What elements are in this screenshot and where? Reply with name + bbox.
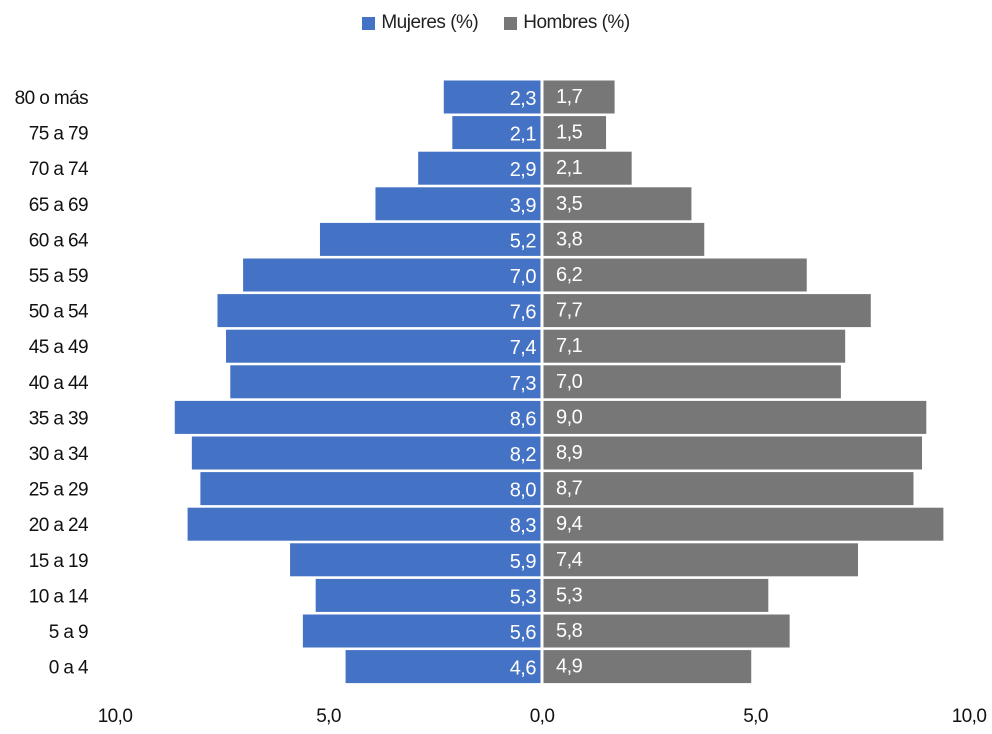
bar-hombres bbox=[542, 614, 790, 648]
data-label-mujeres: 5,6 bbox=[510, 622, 537, 644]
bar-mujeres bbox=[230, 365, 543, 399]
bar-hombres bbox=[542, 507, 944, 541]
data-label-mujeres: 7,0 bbox=[510, 266, 537, 288]
category-label: 65 a 69 bbox=[29, 195, 88, 216]
category-label: 35 a 39 bbox=[29, 408, 88, 429]
x-tick-label: 10,0 bbox=[98, 706, 133, 727]
legend-label-mujeres: Mujeres (%) bbox=[381, 12, 479, 33]
bar-hombres bbox=[542, 187, 692, 221]
data-label-mujeres: 8,2 bbox=[510, 444, 537, 466]
legend-item-mujeres: Mujeres (%) bbox=[362, 12, 479, 34]
data-label-mujeres: 7,6 bbox=[510, 302, 537, 324]
data-label-hombres: 5,8 bbox=[556, 620, 583, 642]
data-label-hombres: 6,2 bbox=[556, 264, 583, 286]
data-label-hombres: 1,7 bbox=[556, 86, 583, 108]
data-label-hombres: 7,7 bbox=[556, 300, 583, 322]
category-label: 60 a 64 bbox=[29, 230, 89, 251]
data-label-mujeres: 4,6 bbox=[510, 658, 537, 680]
x-tick-label: 0,0 bbox=[530, 706, 555, 727]
bar-mujeres bbox=[191, 436, 543, 470]
data-label-mujeres: 5,2 bbox=[510, 230, 537, 252]
bar-hombres bbox=[542, 329, 846, 363]
bar-mujeres bbox=[174, 400, 542, 434]
legend-swatch-hombres bbox=[504, 16, 518, 30]
bar-hombres bbox=[542, 365, 841, 399]
bar-hombres bbox=[542, 436, 923, 470]
bar-hombres bbox=[542, 400, 927, 434]
category-label: 45 a 49 bbox=[29, 337, 88, 358]
bar-hombres bbox=[542, 222, 705, 256]
data-label-mujeres: 8,6 bbox=[510, 408, 537, 430]
bar-mujeres bbox=[443, 80, 542, 114]
bar-hombres bbox=[542, 151, 632, 185]
chart-legend: Mujeres (%) Hombres (%) bbox=[0, 12, 992, 34]
bar-mujeres bbox=[452, 116, 542, 150]
bar-mujeres bbox=[315, 578, 542, 612]
category-label: 30 a 34 bbox=[29, 444, 89, 465]
category-label: 40 a 44 bbox=[29, 373, 89, 394]
category-label: 0 a 4 bbox=[49, 658, 89, 679]
category-label: 55 a 59 bbox=[29, 266, 88, 287]
bar-hombres bbox=[542, 578, 769, 612]
data-label-hombres: 7,1 bbox=[556, 335, 583, 357]
bar-mujeres bbox=[302, 614, 542, 648]
bar-mujeres bbox=[345, 650, 542, 684]
data-label-mujeres: 5,3 bbox=[510, 586, 537, 608]
legend-label-hombres: Hombres (%) bbox=[523, 12, 630, 33]
data-label-hombres: 8,9 bbox=[556, 442, 583, 464]
category-label: 20 a 24 bbox=[29, 515, 89, 536]
x-tick-label: 5,0 bbox=[743, 706, 768, 727]
category-label: 75 a 79 bbox=[29, 124, 88, 145]
data-label-mujeres: 7,3 bbox=[510, 373, 537, 395]
category-label: 25 a 29 bbox=[29, 480, 88, 501]
data-label-hombres: 5,3 bbox=[556, 584, 583, 606]
data-label-mujeres: 2,9 bbox=[510, 159, 537, 181]
bar-mujeres bbox=[200, 472, 542, 506]
bar-hombres bbox=[542, 116, 607, 150]
bar-mujeres bbox=[375, 187, 542, 221]
data-label-hombres: 7,4 bbox=[556, 549, 583, 571]
bar-mujeres bbox=[319, 222, 542, 256]
category-label: 15 a 19 bbox=[29, 551, 88, 572]
data-label-mujeres: 7,4 bbox=[510, 337, 537, 359]
bar-mujeres bbox=[226, 329, 542, 363]
category-label: 10 a 14 bbox=[29, 586, 89, 607]
bar-mujeres bbox=[243, 258, 542, 292]
data-label-hombres: 9,4 bbox=[556, 513, 583, 535]
data-label-hombres: 1,5 bbox=[556, 122, 583, 144]
data-label-hombres: 9,0 bbox=[556, 406, 583, 428]
bar-hombres bbox=[542, 543, 858, 577]
data-label-hombres: 8,7 bbox=[556, 478, 583, 500]
bar-hombres bbox=[542, 258, 807, 292]
bar-mujeres bbox=[187, 507, 542, 541]
category-label: 70 a 74 bbox=[29, 159, 89, 180]
bar-hombres bbox=[542, 472, 914, 506]
bar-mujeres bbox=[217, 294, 543, 328]
bar-mujeres bbox=[418, 151, 542, 185]
data-label-mujeres: 8,0 bbox=[510, 480, 537, 502]
data-label-hombres: 3,8 bbox=[556, 228, 583, 250]
x-tick-label: 5,0 bbox=[316, 706, 341, 727]
legend-swatch-mujeres bbox=[362, 16, 376, 30]
bar-mujeres bbox=[290, 543, 542, 577]
bar-hombres bbox=[542, 80, 615, 114]
legend-item-hombres: Hombres (%) bbox=[504, 12, 630, 34]
data-label-hombres: 2,1 bbox=[556, 157, 583, 179]
data-label-mujeres: 8,3 bbox=[510, 515, 537, 537]
data-label-hombres: 7,0 bbox=[556, 371, 583, 393]
bar-hombres bbox=[542, 650, 752, 684]
category-label: 80 o más bbox=[15, 88, 88, 109]
data-label-hombres: 4,9 bbox=[556, 656, 583, 678]
data-label-hombres: 3,5 bbox=[556, 193, 583, 215]
x-tick-label: 10,0 bbox=[952, 706, 987, 727]
category-label: 50 a 54 bbox=[29, 302, 89, 323]
bar-hombres bbox=[542, 294, 871, 328]
data-label-mujeres: 2,1 bbox=[510, 124, 537, 146]
data-label-mujeres: 2,3 bbox=[510, 88, 537, 110]
data-label-mujeres: 3,9 bbox=[510, 195, 537, 217]
category-label: 5 a 9 bbox=[49, 622, 88, 643]
data-label-mujeres: 5,9 bbox=[510, 551, 537, 573]
